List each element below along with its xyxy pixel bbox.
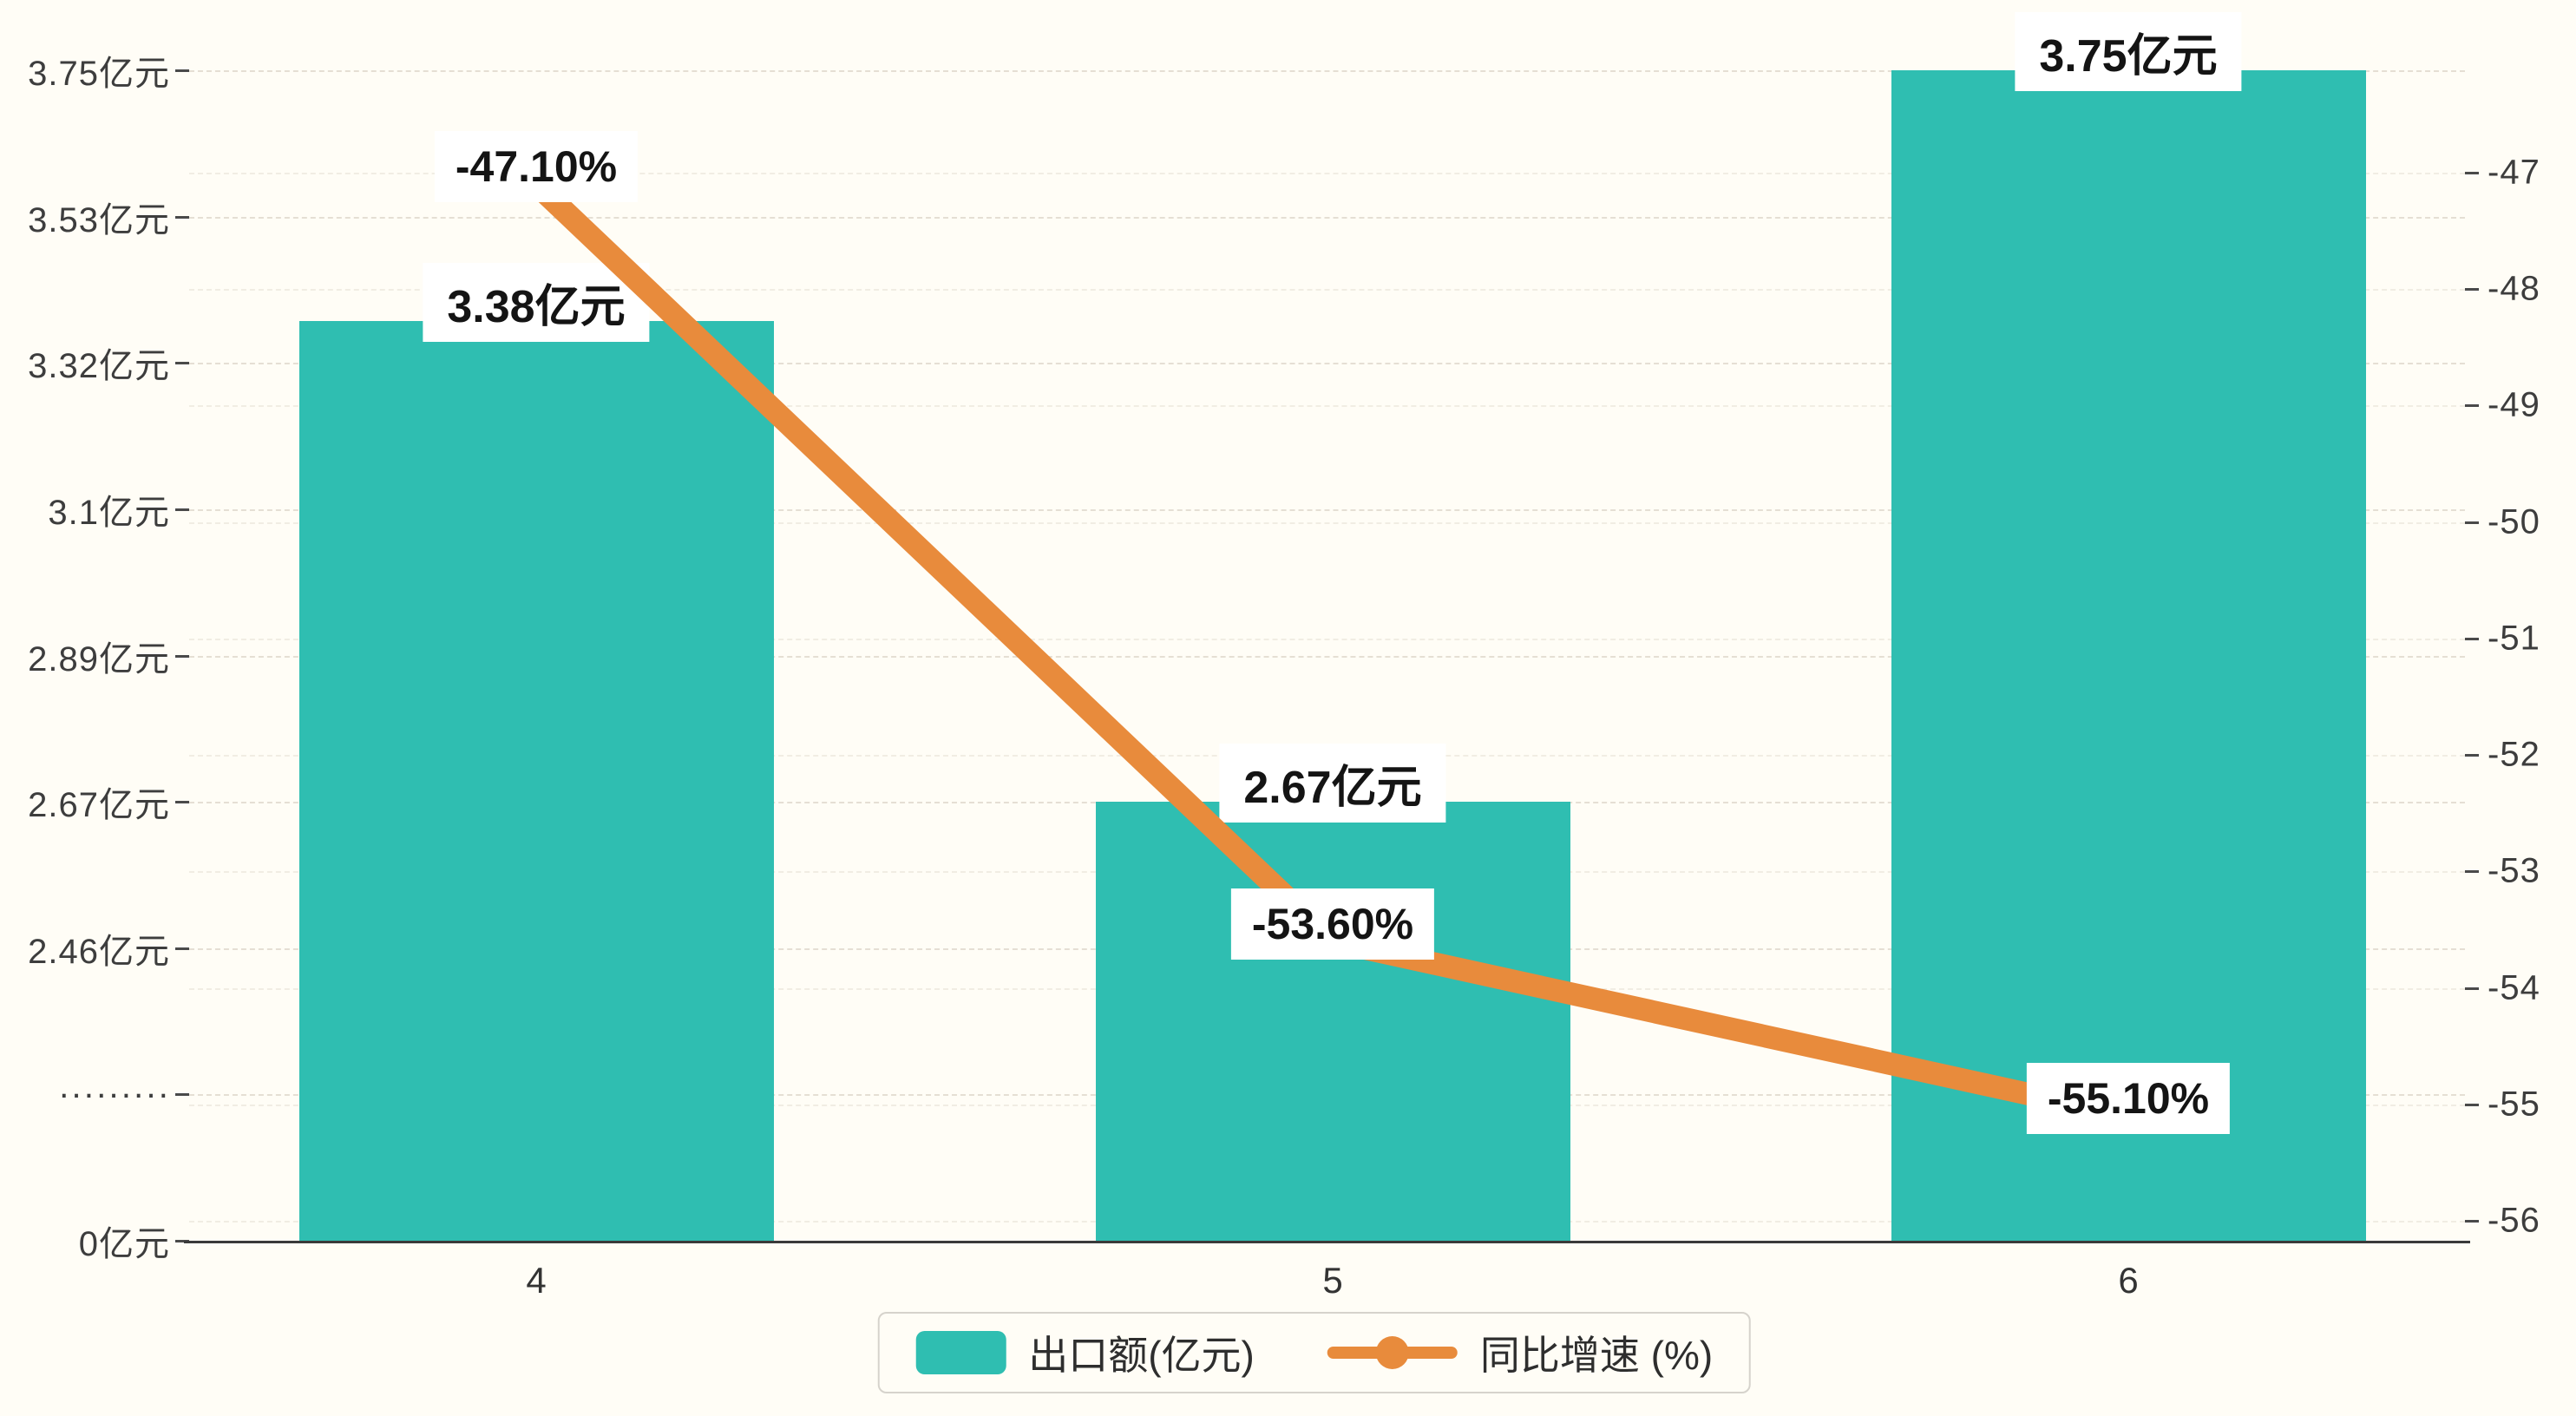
left-axis-label: 3.1亿元	[48, 493, 170, 532]
legend-item-export[interactable]: 出口额(亿元)	[915, 1324, 1255, 1381]
legend-label-export: 出口额(亿元)	[1028, 1333, 1255, 1378]
bar-value-label-6: 3.75亿元	[2015, 12, 2242, 91]
gridline-left	[189, 70, 2465, 72]
gridline-right	[189, 638, 2465, 640]
left-axis-label: 3.75亿元	[28, 55, 170, 93]
legend: 出口额(亿元) 同比增速 (%)	[877, 1312, 1752, 1393]
growth-line[interactable]	[525, 173, 2140, 1128]
right-axis-label: -51	[2488, 619, 2540, 658]
right-axis-tick	[2465, 1103, 2479, 1106]
right-axis-label: -48	[2488, 269, 2540, 308]
growth-value-label-5: -53.60%	[1230, 888, 1435, 960]
bar-month-6[interactable]	[1891, 70, 2366, 1241]
left-axis-tick	[175, 69, 189, 72]
right-axis-tick	[2465, 870, 2479, 874]
left-axis-label: 3.53亿元	[28, 200, 170, 239]
right-axis-tick	[2465, 1220, 2479, 1223]
right-axis-tick	[2465, 288, 2479, 292]
right-axis-tick	[2465, 404, 2479, 408]
bar-month-4[interactable]	[298, 321, 774, 1241]
left-axis-tick	[175, 947, 189, 950]
left-axis-label: ·········	[58, 1074, 170, 1113]
left-axis-tick	[175, 362, 189, 365]
right-axis-label: -54	[2488, 968, 2540, 1007]
bar-value-label-5: 2.67亿元	[1219, 744, 1446, 823]
left-axis-label: 3.32亿元	[28, 347, 170, 386]
right-axis-label: -52	[2488, 735, 2540, 774]
gridline-right	[189, 173, 2465, 174]
gridline-left	[189, 363, 2465, 365]
legend-item-growth[interactable]: 同比增速 (%)	[1327, 1324, 1713, 1381]
left-axis-tick	[175, 215, 189, 219]
left-axis-label: 2.46亿元	[28, 932, 170, 971]
right-axis-tick	[2465, 754, 2479, 757]
left-axis-tick	[175, 1240, 189, 1242]
left-axis-tick	[175, 1093, 189, 1097]
gridline-left	[189, 655, 2465, 658]
gridline-right	[189, 405, 2465, 408]
right-axis-label: -56	[2488, 1201, 2540, 1240]
x-axis-line	[184, 1241, 2470, 1243]
right-axis-tick	[2465, 172, 2479, 174]
gridline-right	[189, 521, 2465, 524]
line-swatch-icon	[1327, 1336, 1458, 1369]
legend-label-growth: 同比增速 (%)	[1479, 1333, 1714, 1378]
left-axis-label: 2.67亿元	[28, 786, 170, 825]
right-axis-tick	[2465, 637, 2479, 640]
x-axis-category-5: 5	[1322, 1260, 1343, 1301]
right-axis-label: -55	[2488, 1085, 2540, 1124]
bar-month-5[interactable]	[1095, 802, 1570, 1241]
right-axis-label: -53	[2488, 851, 2540, 890]
left-axis-tick	[175, 654, 189, 658]
growth-value-label-6: -55.10%	[2026, 1063, 2231, 1135]
right-axis-label: -50	[2488, 502, 2540, 541]
growth-value-label-4: -47.10%	[434, 131, 639, 203]
right-axis-label: -47	[2488, 153, 2540, 192]
left-axis-label: 2.89亿元	[28, 639, 170, 678]
bar-value-label-4: 3.38亿元	[423, 263, 650, 343]
gridline-right	[189, 289, 2465, 292]
right-axis-label: -49	[2488, 385, 2540, 424]
right-axis-tick	[2465, 987, 2479, 990]
x-axis-category-4: 4	[526, 1260, 547, 1301]
left-axis-tick	[175, 801, 189, 804]
bar-swatch-icon	[915, 1331, 1006, 1374]
gridline-left	[189, 508, 2465, 511]
x-axis-category-6: 6	[2118, 1260, 2139, 1301]
right-axis-tick	[2465, 521, 2479, 524]
gridline-left	[189, 216, 2465, 219]
left-axis-label: 0亿元	[78, 1225, 170, 1263]
left-axis-tick	[175, 508, 189, 511]
line-swatch-dot-icon	[1375, 1336, 1409, 1369]
